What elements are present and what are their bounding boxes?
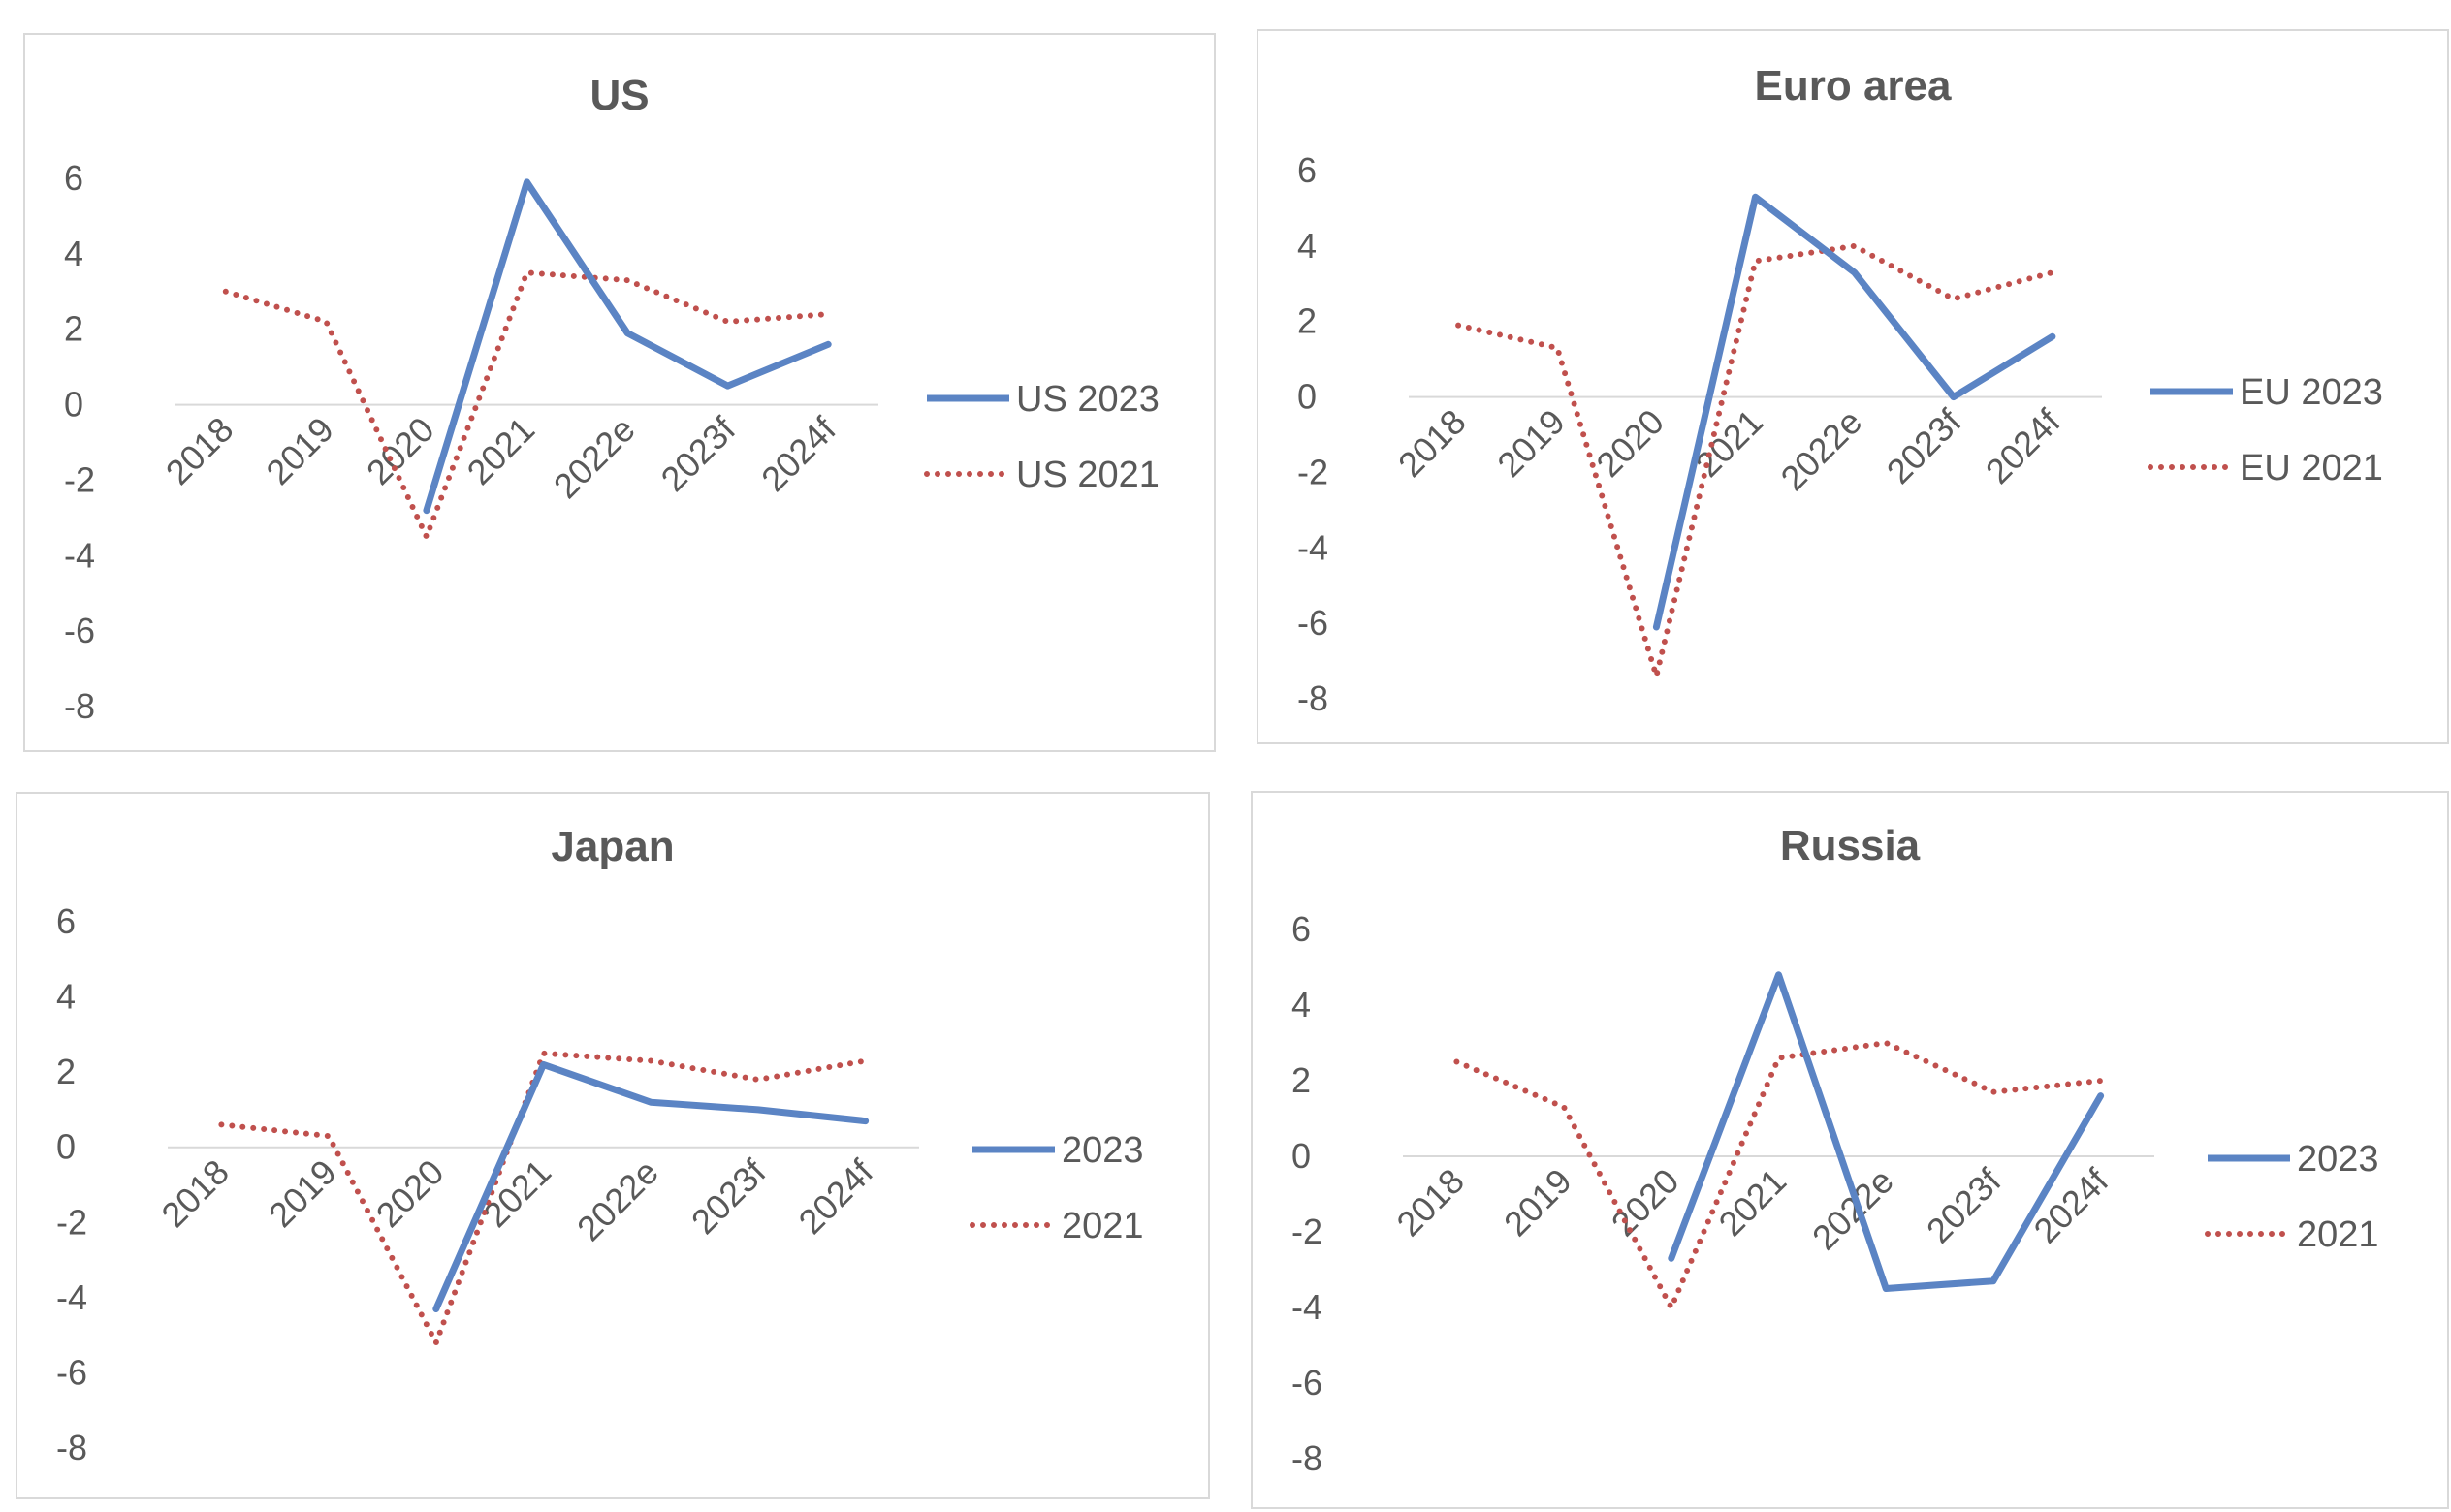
chart-panel-euro-area: Euro area 6 4 2 0 -2 -4 -6 -8 2018 2019 2020 2021 202… bbox=[1257, 29, 2449, 744]
x-tick-label: 2023f bbox=[684, 1151, 774, 1242]
y-tick-label: -2 bbox=[1297, 452, 1328, 491]
y-tick-label: -8 bbox=[1297, 678, 1328, 718]
y-tick-label: -2 bbox=[64, 459, 95, 499]
series-line-us-2021-dotted bbox=[222, 269, 832, 540]
legend-label: 2021 bbox=[2297, 1214, 2379, 1255]
y-tick-label: -4 bbox=[64, 535, 95, 575]
x-tick-label: 2020 bbox=[368, 1151, 452, 1235]
series-line-2021-dotted bbox=[1453, 1040, 2104, 1310]
chart-title: Japan bbox=[551, 823, 675, 870]
y-tick-label: -4 bbox=[1297, 527, 1328, 567]
series-line-us-2023-solid bbox=[423, 178, 832, 515]
x-tick-label: 2019 bbox=[1496, 1161, 1579, 1244]
series-line-2023-solid bbox=[1668, 971, 2105, 1292]
x-tick-label: 2024f bbox=[1978, 401, 2068, 491]
legend-label: 2023 bbox=[2297, 1139, 2379, 1180]
y-tick-label: 4 bbox=[1291, 985, 1311, 1024]
y-tick-label: 2 bbox=[1297, 301, 1317, 341]
x-tick-label: 2018 bbox=[153, 1151, 237, 1235]
y-tick-label: -2 bbox=[1291, 1212, 1322, 1251]
x-tick-label: 2021 bbox=[1711, 1161, 1795, 1244]
x-tick-label: 2023f bbox=[1879, 401, 1969, 491]
x-tick-label: 2023f bbox=[1919, 1160, 2009, 1250]
y-tick-label: 4 bbox=[64, 234, 83, 273]
legend-label: 2021 bbox=[1062, 1206, 1144, 1246]
legend-label: US 2021 bbox=[1016, 455, 1160, 495]
x-tick-label: 2019 bbox=[261, 1151, 344, 1235]
legend-label: EU 2021 bbox=[2240, 448, 2383, 488]
y-tick-label: 2 bbox=[1291, 1060, 1311, 1100]
x-tick-label: 2022e bbox=[1804, 1161, 1901, 1258]
x-tick-label: 2020 bbox=[1588, 401, 1671, 485]
x-tick-label: 2022e bbox=[569, 1151, 666, 1248]
x-tick-label: 2019 bbox=[1489, 401, 1573, 485]
x-tick-label: 2018 bbox=[1390, 401, 1474, 485]
x-tick-label: 2024f bbox=[753, 409, 844, 499]
x-tick-label: 2018 bbox=[158, 409, 241, 492]
series-line-2021-dotted bbox=[218, 1050, 869, 1346]
y-tick-label: 2 bbox=[64, 309, 83, 349]
y-tick-label: 6 bbox=[1297, 150, 1317, 190]
y-tick-label: -6 bbox=[64, 611, 95, 650]
y-tick-label: -8 bbox=[56, 1428, 87, 1467]
y-tick-label: -8 bbox=[64, 686, 95, 726]
y-tick-label: -6 bbox=[1291, 1363, 1322, 1402]
y-tick-label: 4 bbox=[1297, 226, 1317, 266]
x-tick-label: 2024f bbox=[791, 1151, 881, 1242]
chart-panel-russia: Russia 6 4 2 0 -2 -4 -6 -8 2018 2019 2020 2021 2022e 2… bbox=[1251, 791, 2449, 1509]
y-tick-label: 0 bbox=[64, 385, 83, 425]
chart-title: Russia bbox=[1779, 822, 1921, 869]
y-tick-label: 4 bbox=[56, 977, 76, 1017]
series-line-eu-2021-dotted bbox=[1455, 242, 2055, 679]
x-tick-label: 2021 bbox=[460, 409, 543, 492]
y-tick-label: -6 bbox=[56, 1352, 87, 1392]
x-tick-label: 2022e bbox=[1773, 401, 1870, 498]
x-tick-label: 2018 bbox=[1388, 1161, 1472, 1244]
y-tick-label: -8 bbox=[1291, 1438, 1322, 1478]
y-tick-label: -4 bbox=[56, 1277, 87, 1317]
y-tick-label: 2 bbox=[56, 1052, 76, 1091]
series-line-eu-2023-solid bbox=[1652, 193, 2056, 631]
legend-label: US 2023 bbox=[1016, 379, 1160, 420]
y-tick-label: 6 bbox=[64, 158, 83, 198]
x-tick-label: 2019 bbox=[258, 409, 341, 492]
y-tick-label: -2 bbox=[56, 1202, 87, 1242]
y-tick-label: -4 bbox=[1291, 1287, 1322, 1327]
chart-panel-japan: Japan 6 4 2 0 -2 -4 -6 -8 2018 2019 2020 2021 2022e 20… bbox=[16, 792, 1210, 1499]
y-tick-label: 0 bbox=[1297, 377, 1317, 417]
chart-panel-us: US 6 4 2 0 -2 -4 -6 -8 2018 2019 2020 2021 2022e 2023f… bbox=[23, 33, 1216, 752]
legend-label: EU 2023 bbox=[2240, 372, 2383, 413]
y-tick-label: 6 bbox=[1291, 909, 1311, 949]
y-tick-label: 0 bbox=[1291, 1136, 1311, 1176]
legend-label: 2023 bbox=[1062, 1130, 1144, 1171]
x-tick-label: 2023f bbox=[653, 409, 744, 499]
chart-title: Euro area bbox=[1754, 62, 1952, 110]
y-tick-label: 0 bbox=[56, 1127, 76, 1167]
x-tick-label: 2022e bbox=[546, 409, 643, 506]
series-line-2023-solid bbox=[432, 1060, 870, 1312]
y-tick-label: 6 bbox=[56, 901, 76, 941]
y-tick-label: -6 bbox=[1297, 603, 1328, 643]
chart-title: US bbox=[589, 72, 650, 119]
